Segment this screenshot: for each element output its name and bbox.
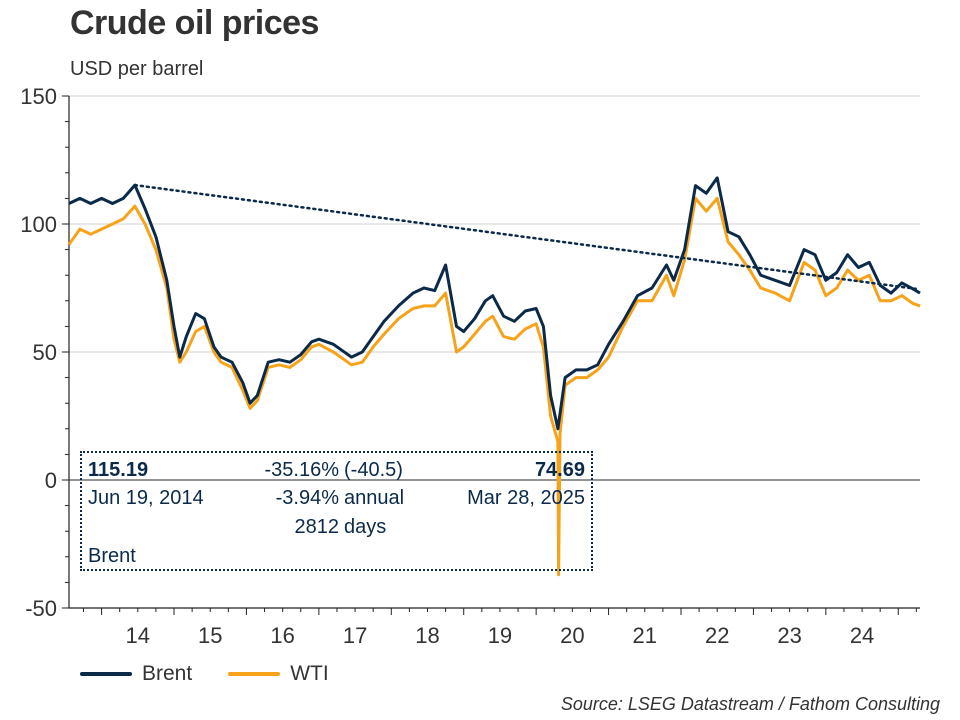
y-tick-label-50: 50 [33,340,57,365]
y-tick-label-0: 0 [45,468,57,493]
source-note: Source: LSEG Datastream / Fathom Consult… [561,694,940,715]
annotation-box: 115.19 Jun 19, 2014 -35.16% (-40.5) -3.9… [80,451,593,571]
x-tick-label-20: 20 [560,623,584,648]
annotation-change-abs: (-40.5) [344,459,403,482]
annotation-series-label: Brent [88,545,136,568]
annotation-annual-label: annual [344,487,404,510]
x-tick-label-16: 16 [270,623,294,648]
x-tick-label-17: 17 [343,623,367,648]
x-tick-label-14: 14 [126,623,150,648]
y-tick-label-150: 150 [20,84,57,109]
series-line-brent [69,178,920,429]
annotation-start-value: 115.19 [88,459,148,482]
x-tick-label-19: 19 [488,623,512,648]
legend-label-wti: WTI [290,662,328,686]
legend-label-brent: Brent [142,662,192,686]
legend-item-brent: Brent [80,662,192,686]
x-tick-label-18: 18 [415,623,439,648]
legend-swatch-wti [228,672,280,676]
x-tick-label-15: 15 [198,623,222,648]
annotation-days-label: days [344,516,386,539]
x-tick-label-22: 22 [705,623,729,648]
chart-canvas: -50 0 50 100 150 14 15 16 17 18 19 20 21 22 23 24 [0,0,960,720]
annotation-end-date: Mar 28, 2025 [467,487,585,510]
y-tick-label--50: -50 [25,596,57,621]
annotation-end-value: 74.69 [535,459,585,482]
annotation-annual-pct: -3.94% [276,487,339,510]
annotation-days-value: 2812 [295,516,340,539]
annotation-change-pct: -35.16% [265,459,340,482]
y-tick-label-100: 100 [20,212,57,237]
x-tick-label-23: 23 [777,623,801,648]
x-tick-label-21: 21 [633,623,657,648]
legend-item-wti: WTI [228,662,328,686]
legend: Brent WTI [80,662,365,686]
annotation-start-date: Jun 19, 2014 [88,487,204,510]
legend-swatch-brent [80,672,132,676]
x-tick-label-24: 24 [850,623,874,648]
